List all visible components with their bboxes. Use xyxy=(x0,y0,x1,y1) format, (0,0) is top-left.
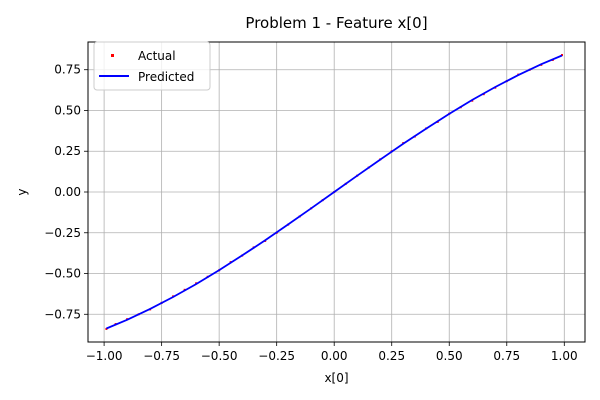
actual-point xyxy=(560,54,563,57)
y-tick-label: −0.75 xyxy=(44,307,81,321)
x-tick-label: −1.00 xyxy=(86,349,123,363)
grid xyxy=(88,42,585,342)
x-axis-label: x[0] xyxy=(324,371,348,385)
y-axis-label: y xyxy=(15,188,29,195)
x-tick-label: 0.25 xyxy=(378,349,405,363)
ticks: −1.00 −0.75 −0.50 −0.25 0.00 0.25 0.50 0.75 1.00… xyxy=(44,63,577,363)
x-tick-label: −0.25 xyxy=(258,349,295,363)
actual-point xyxy=(105,327,108,330)
chart-title: Problem 1 - Feature x[0] xyxy=(245,14,427,32)
y-tick-label: −0.50 xyxy=(44,267,81,281)
y-tick-label: 0.25 xyxy=(54,144,81,158)
legend-marker-actual xyxy=(111,54,114,57)
y-tick-label: −0.25 xyxy=(44,226,81,240)
x-tick-label: 1.00 xyxy=(551,349,578,363)
legend-box xyxy=(93,41,211,91)
legend-label-predicted: Predicted xyxy=(138,70,194,84)
legend-label-actual: Actual xyxy=(138,49,176,63)
y-tick-label: 0.00 xyxy=(54,185,81,199)
y-tick-label: 0.50 xyxy=(54,103,81,117)
x-tick-label: −0.50 xyxy=(201,349,238,363)
y-tick-label: 0.75 xyxy=(54,63,81,77)
x-tick-label: 0.50 xyxy=(436,349,463,363)
x-tick-label: 0.75 xyxy=(493,349,520,363)
predicted-line xyxy=(106,54,563,330)
x-tick-label: 0.00 xyxy=(321,349,348,363)
legend: Actual Predicted xyxy=(93,41,211,91)
x-tick-label: −0.75 xyxy=(143,349,180,363)
plot-series xyxy=(105,54,563,330)
